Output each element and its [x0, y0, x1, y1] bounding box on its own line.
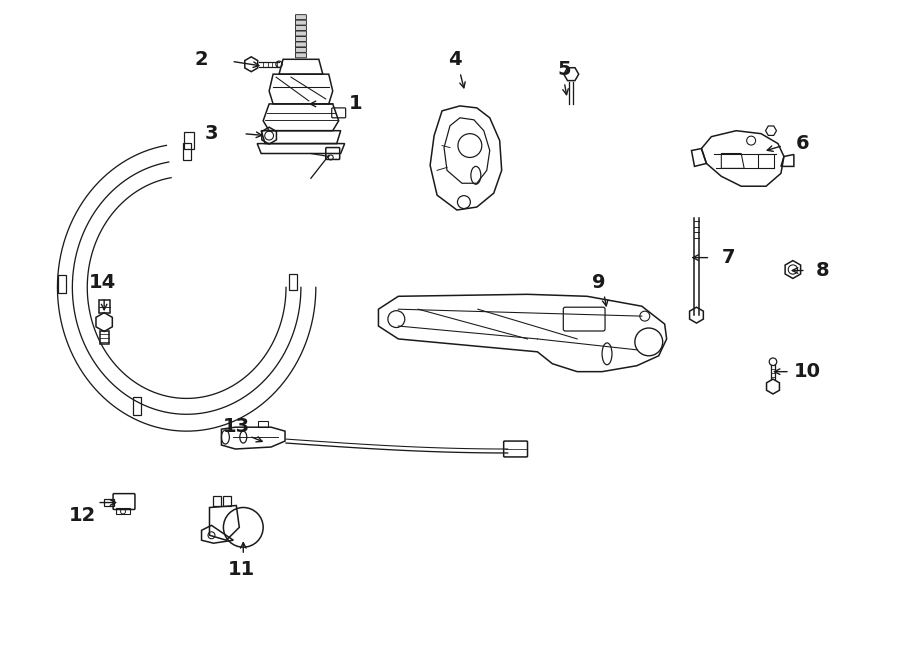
Text: 4: 4: [448, 50, 462, 69]
Text: 2: 2: [194, 50, 209, 69]
FancyBboxPatch shape: [295, 48, 306, 52]
FancyBboxPatch shape: [295, 20, 306, 25]
FancyBboxPatch shape: [295, 15, 306, 20]
FancyBboxPatch shape: [295, 26, 306, 30]
Text: 9: 9: [592, 273, 606, 292]
Bar: [213, 496, 221, 506]
Text: 5: 5: [557, 60, 572, 79]
Text: 11: 11: [228, 561, 255, 579]
FancyBboxPatch shape: [295, 53, 306, 58]
Bar: [258, 421, 268, 427]
Text: 6: 6: [796, 134, 810, 153]
Bar: [100, 332, 109, 344]
Text: 14: 14: [88, 273, 116, 292]
Text: 10: 10: [795, 362, 822, 381]
Bar: [223, 496, 231, 506]
FancyBboxPatch shape: [295, 36, 306, 42]
Bar: [104, 498, 114, 506]
Text: 3: 3: [204, 124, 218, 143]
FancyBboxPatch shape: [295, 42, 306, 47]
FancyBboxPatch shape: [295, 31, 306, 36]
Text: 1: 1: [349, 95, 363, 113]
Text: 7: 7: [722, 248, 735, 267]
Bar: [116, 508, 130, 514]
Text: 8: 8: [816, 261, 830, 280]
Bar: [99, 300, 110, 312]
Text: 13: 13: [223, 416, 250, 436]
Text: 12: 12: [68, 506, 96, 525]
